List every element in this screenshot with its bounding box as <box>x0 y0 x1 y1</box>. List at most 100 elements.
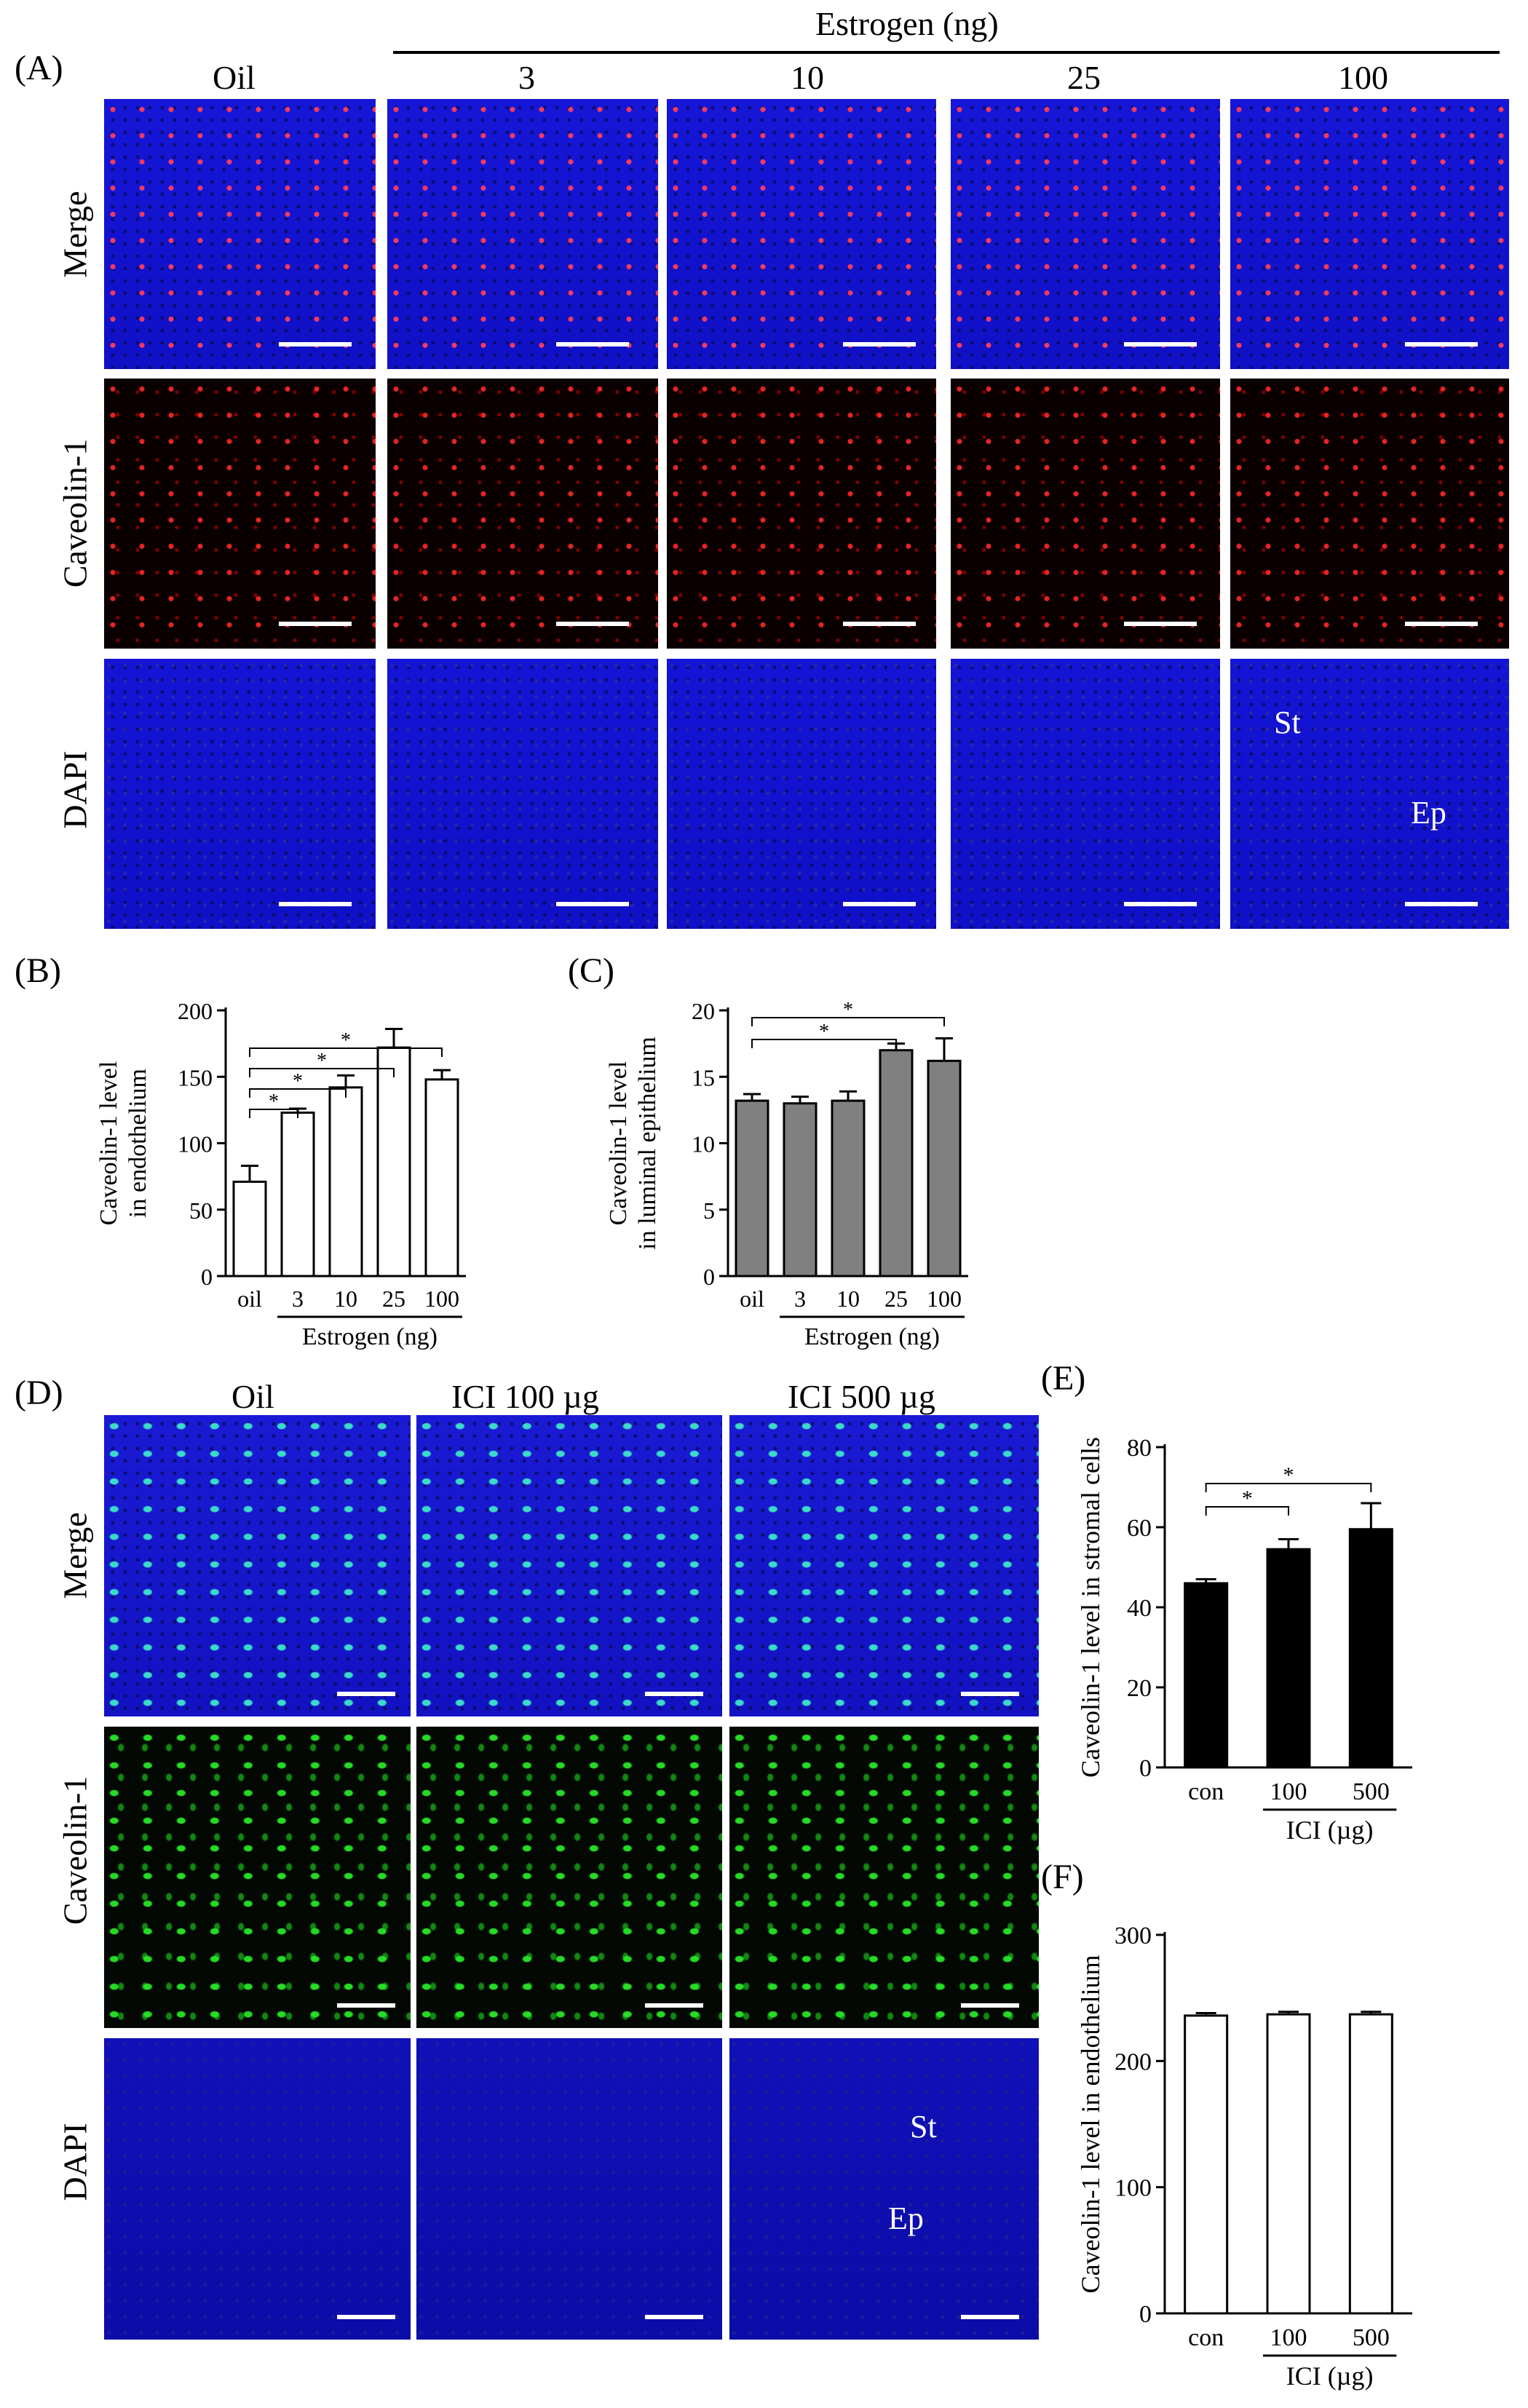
panel-e-label: (E) <box>1041 1359 1086 1398</box>
x-tick-label: oil <box>237 1286 262 1312</box>
panel-d-label: (D) <box>15 1374 63 1412</box>
epithelium-annotation-a: Ep <box>1411 795 1446 831</box>
x-group-label: Estrogen (ng) <box>804 1323 940 1350</box>
significance-star: * <box>843 999 853 1021</box>
col-label-100: 100 <box>1338 59 1388 96</box>
y-tick-label: 300 <box>1115 1922 1152 1949</box>
micrograph-a-dapi-3 <box>387 659 658 929</box>
bar <box>783 1102 818 1278</box>
micrograph-a-merge-25 <box>951 99 1220 369</box>
y-axis-label: Caveolin-1 level in endothelium <box>1076 1955 1105 2294</box>
significance-star: * <box>1283 1463 1294 1487</box>
significance-bracket <box>1205 1483 1372 1492</box>
x-tick-label: 100 <box>1270 2324 1307 2351</box>
x-tick-label: 3 <box>794 1286 806 1312</box>
row-label-d-dapi: DAPI <box>56 2123 94 2201</box>
y-tick-label: 20 <box>692 998 715 1024</box>
y-axis-label: in endothelium <box>124 1069 151 1218</box>
x-tick-label: 500 <box>1353 2324 1390 2351</box>
bar <box>1348 2013 1393 2315</box>
micrograph-d-dapi-ici100 <box>416 2038 722 2340</box>
col-label-3: 3 <box>518 59 535 96</box>
y-tick-label: 0 <box>1139 2301 1152 2328</box>
col-label-10: 10 <box>791 59 824 96</box>
row-label-d-caveolin: Caveolin-1 <box>56 1775 94 1925</box>
stroma-annotation-a: St <box>1274 705 1301 740</box>
x-tick-label: 500 <box>1353 1778 1390 1805</box>
x-tick-label: 100 <box>927 1286 962 1312</box>
bar <box>376 1046 411 1278</box>
bar <box>280 1112 315 1278</box>
significance-star: * <box>293 1070 303 1093</box>
y-tick-label: 5 <box>703 1197 715 1224</box>
panel-a-label: (A) <box>15 49 63 87</box>
micrograph-d-caveolin-ici100 <box>416 1727 722 2028</box>
panel-b-label: (B) <box>15 951 61 990</box>
chart-f: 0 100 200 300 con 100 500 ICI (µg) Caveolin-1 le… <box>1076 1922 1412 2391</box>
col-label-d-ici500: ICI 500 µg <box>788 1378 935 1415</box>
micrograph-a-caveolin-oil <box>104 379 376 649</box>
significance-bracket <box>249 1109 298 1118</box>
y-tick-label: 0 <box>703 1264 715 1290</box>
micrograph-d-dapi-ici500: St Ep <box>729 2038 1039 2340</box>
micrograph-d-merge-ici100 <box>416 1415 722 1716</box>
x-group-label: ICI (µg) <box>1286 1815 1374 1845</box>
micrograph-d-caveolin-ici500 <box>729 1727 1039 2028</box>
significance-star: * <box>819 1021 829 1043</box>
col-label-d-oil: Oil <box>231 1378 274 1415</box>
bar <box>1184 1582 1229 1769</box>
bar <box>735 1099 769 1278</box>
significance-bracket <box>249 1068 395 1077</box>
y-tick-label: 15 <box>692 1064 715 1090</box>
bar <box>831 1099 866 1278</box>
y-axis-label: Caveolin-1 level <box>605 1061 632 1226</box>
x-tick-label: 100 <box>1270 1778 1307 1805</box>
micrograph-a-dapi-25 <box>951 659 1220 929</box>
col-label-25: 25 <box>1067 59 1101 96</box>
micrograph-d-dapi-oil <box>104 2038 411 2340</box>
x-tick-label: 100 <box>424 1286 459 1312</box>
x-tick-label: 25 <box>884 1286 908 1312</box>
row-label-merge: Merge <box>56 191 94 278</box>
row-label-d-merge: Merge <box>56 1512 94 1599</box>
significance-bracket <box>249 1047 443 1057</box>
y-tick-label: 200 <box>178 998 213 1024</box>
x-tick-label: 3 <box>292 1286 304 1312</box>
significance-bracket <box>249 1088 347 1098</box>
epithelium-annotation-d: Ep <box>888 2201 924 2236</box>
bar <box>1348 1528 1393 1769</box>
micrograph-a-merge-oil <box>104 99 376 369</box>
x-tick-label: oil <box>740 1286 764 1312</box>
significance-star: * <box>341 1029 351 1052</box>
y-axis-label: Caveolin-1 level in stromal cells <box>1076 1437 1105 1778</box>
x-tick-label: 10 <box>836 1286 860 1312</box>
bar <box>424 1078 459 1278</box>
significance-bracket <box>1205 1506 1289 1516</box>
y-axis-label: in luminal epithelium <box>634 1037 661 1250</box>
y-tick-label: 10 <box>692 1131 715 1157</box>
row-label-dapi: DAPI <box>56 750 94 829</box>
chart-e: 0 20 40 60 80 con 100 500 ICI (µg) Caveolin-1 lev… <box>1076 1435 1412 1845</box>
x-tick-label: con <box>1188 1778 1224 1805</box>
micrograph-a-caveolin-100 <box>1230 379 1509 649</box>
micrograph-a-caveolin-25 <box>951 379 1220 649</box>
bar <box>1266 2013 1311 2315</box>
estrogen-group-header: Estrogen (ng) <box>815 5 999 42</box>
x-tick-label: 10 <box>334 1286 357 1312</box>
col-label-d-ici100: ICI 100 µg <box>451 1378 599 1415</box>
micrograph-a-dapi-10 <box>667 659 936 929</box>
significance-star: * <box>269 1090 279 1113</box>
panel-f-label: (F) <box>1041 1858 1084 1896</box>
significance-star: * <box>317 1050 327 1072</box>
micrograph-a-merge-10 <box>667 99 936 369</box>
micrograph-a-dapi-100: St Ep <box>1230 659 1509 929</box>
y-tick-label: 60 <box>1127 1515 1152 1542</box>
x-group-label: ICI (µg) <box>1286 2361 1374 2391</box>
significance-bracket <box>751 1039 897 1048</box>
y-tick-label: 50 <box>189 1197 213 1224</box>
x-tick-label: con <box>1188 2324 1224 2351</box>
micrograph-a-caveolin-10 <box>667 379 936 649</box>
x-tick-label: 25 <box>382 1286 405 1312</box>
x-group-label: Estrogen (ng) <box>302 1323 438 1350</box>
y-tick-label: 40 <box>1127 1595 1152 1622</box>
